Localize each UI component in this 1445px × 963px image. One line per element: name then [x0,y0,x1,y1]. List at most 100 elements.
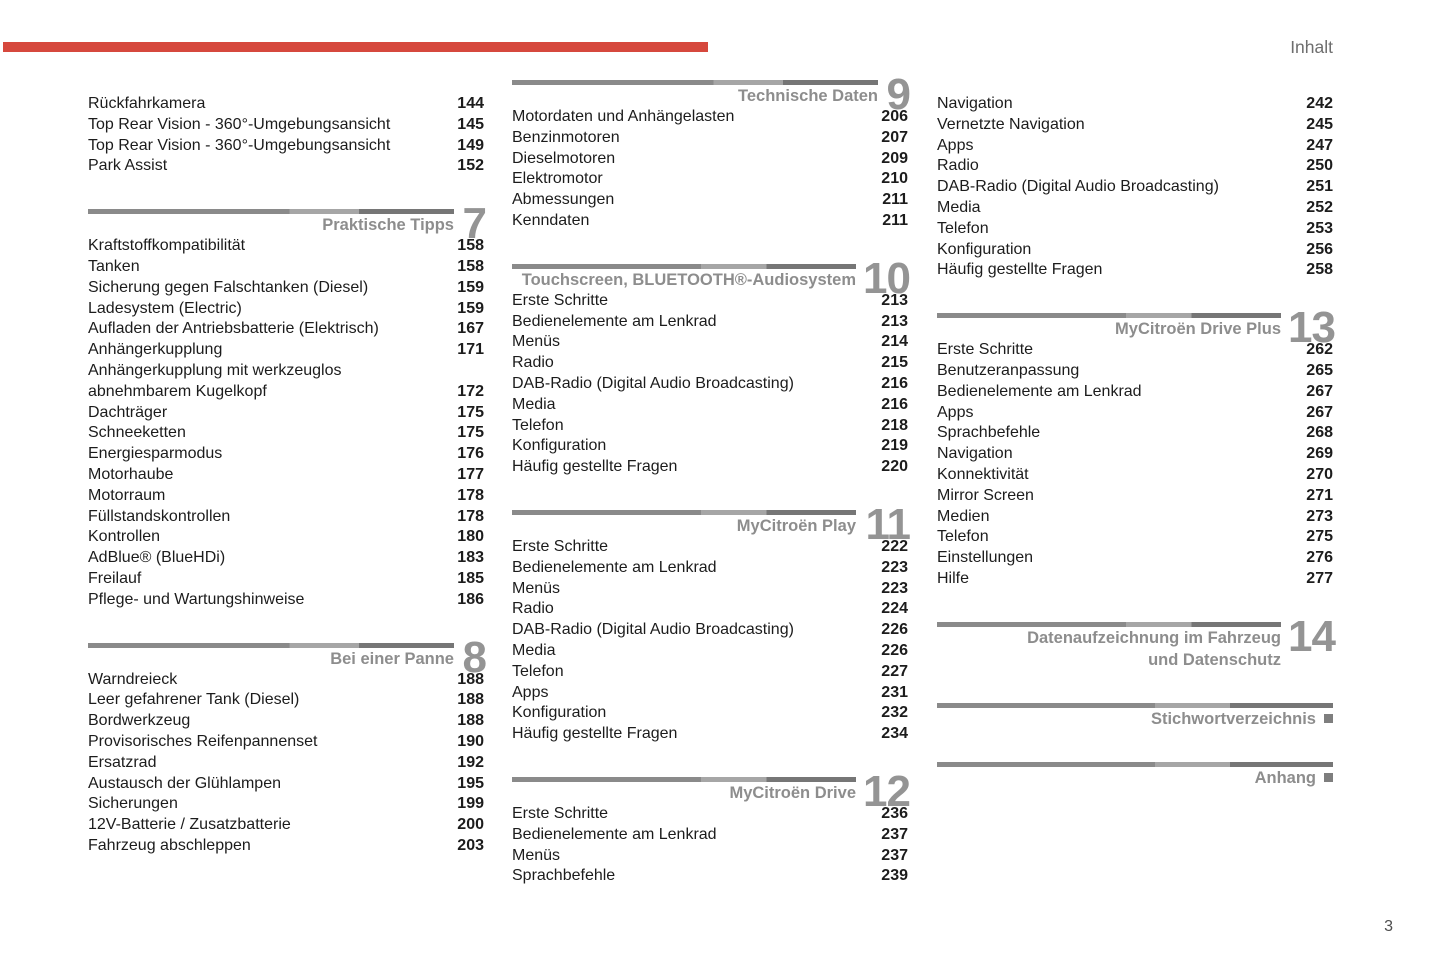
toc-entry-page: 250 [1306,157,1333,175]
section-rule [88,642,454,648]
toc-entry-label: Abmessungen [512,191,615,209]
toc-entry-label: 12V-Batterie / Zusatzbatterie [88,816,291,834]
toc-entry-page: 206 [881,108,908,125]
toc-entry-page: 227 [881,662,908,680]
toc-entry: Freilauf 185 [88,569,484,590]
toc-entry-label: Dachträger [88,403,168,421]
index-label: Stichwortverzeichnis [1150,709,1316,728]
toc-entry: Telefon 275 [937,527,1333,548]
toc-entry: Bedienelemente am Lenkrad 267 [937,382,1333,403]
index-rule [937,702,1333,708]
toc-entry-page: 271 [1306,486,1333,504]
toc-entry-group: Motordaten und Anhängelasten 206 Benzinmot… [512,107,908,232]
toc-entry-page: 214 [881,333,908,351]
toc-entry-label: Ersatzrad [88,753,157,771]
toc-entry: Elektromotor 210 [512,169,908,190]
toc-entry: Menüs 214 [512,332,908,353]
toc-entry-page: 213 [881,312,908,330]
toc-entry-page: 167 [457,320,484,338]
toc-entry-label: Media [512,395,556,413]
toc-entry-label: Telefon [937,219,989,237]
toc-entry: 12V-Batterie / Zusatzbatterie 200 [88,815,484,836]
toc-entry-label: Leer gefahrener Tank (Diesel) [88,691,300,709]
toc-entry-label: Konfiguration [512,437,607,455]
toc-entry: Menüs 223 [512,579,908,600]
toc-entry-label: Mirror Screen [937,486,1034,504]
toc-entry: Erste Schritte 236 [512,804,908,825]
toc-entry-label: Radio [512,354,554,372]
toc-entry-label: Motorraum [88,486,166,504]
toc-entry-page: 178 [457,486,484,504]
toc-entry-page: 277 [1306,569,1333,587]
toc-entry: Apps 247 [937,136,1333,157]
toc-entry: Apps 231 [512,683,908,704]
toc-entry-page: 256 [1306,240,1333,258]
toc-entry: Häufig gestellte Fragen 258 [937,260,1333,281]
toc-entry-page: 211 [882,211,908,229]
toc-entry-label: Bedienelemente am Lenkrad [937,382,1142,400]
toc-entry-page: 223 [881,579,908,597]
toc-entry-label: Erste Schritte [512,291,609,309]
toc-entry-page: 216 [881,395,908,413]
toc-entry-label: Füllstandskontrollen [88,507,231,525]
toc-column-middle: Technische Daten 9 Motordaten und Anhängel… [512,73,911,887]
toc-entry: Bordwerkzeug 188 [88,711,484,732]
toc-entry-page: 192 [457,753,484,771]
toc-entry-page: 251 [1306,178,1333,196]
accent-bar [3,42,708,52]
toc-entry: Bedienelemente am Lenkrad 223 [512,558,908,579]
toc-entry: Telefon 253 [937,219,1333,240]
toc-entry: DAB-Radio (Digital Audio Broadcasting) 21… [512,374,908,395]
toc-entry-page: 232 [881,704,908,722]
toc-entry-page: 253 [1306,219,1333,237]
toc-entry: Erste Schritte 262 [937,340,1333,361]
toc-entry-page: 267 [1306,403,1333,421]
toc-entry-page: 211 [882,191,908,209]
toc-entry-page: 231 [881,683,908,701]
toc-entry: Sprachbefehle 239 [512,866,908,887]
toc-entry-label: Top Rear Vision - 360°-Umgebungsansicht [88,115,391,133]
toc-entry-page: 245 [1306,115,1333,133]
toc-entry-page: 176 [457,445,484,463]
toc-entry: Medien 273 [937,507,1333,528]
index-rule [937,761,1333,767]
section-rule [512,80,878,85]
toc-entry-page: 215 [881,354,908,372]
toc-entry-label: DAB-Radio (Digital Audio Broadcasting) [512,374,794,392]
toc-entry: Füllstandskontrollen 178 [88,507,484,528]
toc-entry-page: 226 [881,621,908,639]
toc-entry: Kontrollen 180 [88,527,484,548]
toc-entry-label: Motordaten und Anhängelasten [512,108,735,125]
toc-entry-page: 209 [881,149,908,167]
toc-entry-page: 237 [881,825,908,843]
toc-entry-label: Einstellungen [937,549,1034,567]
toc-entry: Bedienelemente am Lenkrad 213 [512,312,908,333]
toc-entry: Anhängerkupplung 171 [88,340,484,361]
toc-entry: Navigation 269 [937,444,1333,465]
toc-entry-label: Bedienelemente am Lenkrad [512,558,717,576]
toc-entry-page: 158 [457,237,484,255]
toc-entry: Top Rear Vision - 360°-Umgebungsansicht 1… [88,115,484,136]
toc-section-header: Datenaufzeichnung im Fahrzeug und Datensc… [937,614,1336,671]
toc-entry-page: 152 [457,157,484,175]
toc-entry-label: Häufig gestellte Fragen [512,725,678,743]
toc-entry: Sicherungen 199 [88,794,484,815]
toc-entry-page: 175 [457,424,484,442]
toc-entry-label: Navigation [937,95,1013,112]
toc-entry-label: Aufladen der Antriebsbatterie (Elektrisc… [88,320,379,338]
toc-entry-label: Menüs [512,579,561,597]
toc-entry-label: Park Assist [88,157,168,175]
toc-entry-label: Apps [512,683,549,701]
toc-entry: DAB-Radio (Digital Audio Broadcasting) 22… [512,620,908,641]
toc-entry: Top Rear Vision - 360°-Umgebungsansicht 1… [88,136,484,157]
toc-entry-label: Sprachbefehle [512,867,616,885]
toc-entry-page: 236 [881,804,908,822]
toc-entry: Motorhaube 177 [88,465,484,486]
toc-entry: Apps 267 [937,403,1333,424]
toc-section-header: MyCitroën Drive 12 [512,769,911,813]
toc-entry-page: 188 [457,670,484,688]
section-title: Praktische Tipps [322,216,454,235]
toc-entry-page: 237 [881,846,908,864]
toc-entry-page: 224 [881,600,908,618]
section-rule [88,209,454,215]
